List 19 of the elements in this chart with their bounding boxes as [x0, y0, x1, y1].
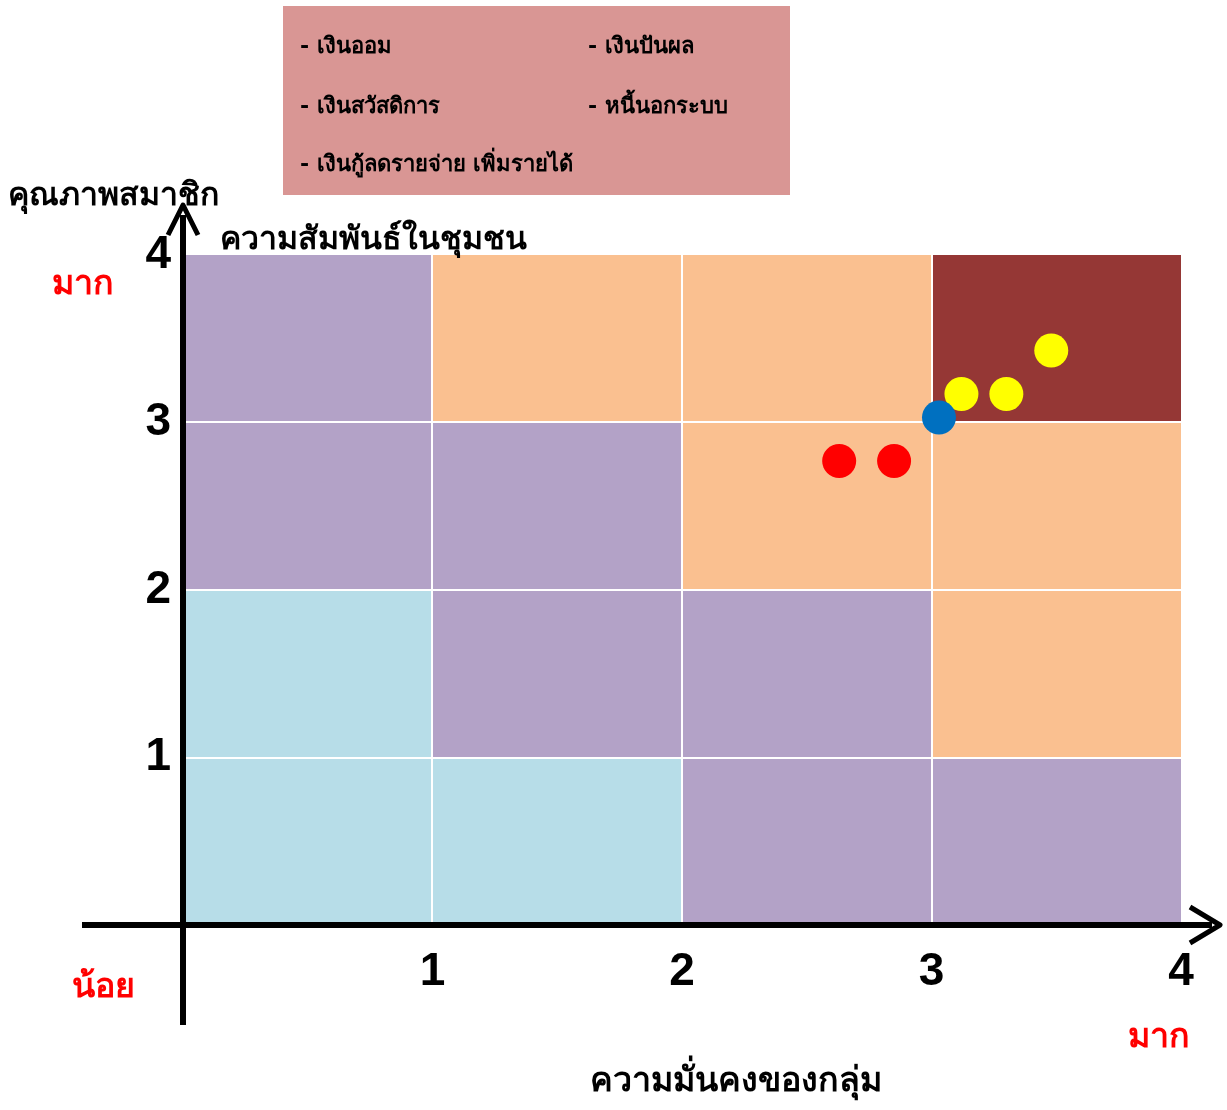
text: น้อย — [72, 964, 135, 1007]
text: มาก — [52, 261, 114, 304]
x-tick-label: 2 — [669, 943, 695, 996]
y-tick-label: 4 — [145, 225, 172, 278]
text: - เงินปันผล — [588, 31, 694, 60]
y-axis-title: คุณภาพสมาชิก — [8, 174, 219, 216]
text: - หนี้นอกระบบ — [588, 88, 728, 120]
x-tick-label: 1 — [419, 943, 446, 996]
text: - เงินกู้ลดรายจ่าย เพิ่มรายได้ — [300, 146, 574, 180]
text: - เงินสวัสดิการ — [300, 91, 440, 120]
y-tick-label: 3 — [145, 393, 171, 446]
x-axis-title: ความมั่นคงของกลุ่ม — [590, 1054, 882, 1103]
y-tick-label: 2 — [145, 560, 171, 613]
text: - เงินออม — [300, 31, 392, 60]
x-tick-label: 4 — [1168, 943, 1195, 996]
x-tick-label: 3 — [918, 943, 945, 996]
y-tick-label: 1 — [145, 728, 171, 781]
text: มาก — [1128, 1014, 1190, 1057]
annotation: ความสัมพันธ์ในชุมชน — [220, 218, 527, 260]
